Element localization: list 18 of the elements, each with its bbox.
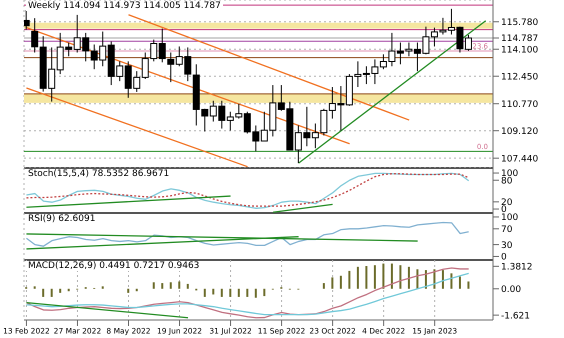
y-tick-label: 109.120 [501, 126, 538, 137]
y-tick-label: 1.3812 [501, 262, 532, 273]
y-tick-label: 70 [501, 224, 513, 235]
y-tick-label: 114.100 [501, 45, 538, 56]
chart-title: Weekly 114.094 114.973 114.005 114.787 [26, 1, 223, 11]
y-tick-label: 115.780 [501, 18, 538, 28]
y-tick-label: 112.450 [501, 72, 538, 82]
y-tick-label: 110.770 [501, 100, 538, 110]
y-tick-label: 30 [501, 240, 513, 251]
y-tick-label: -1.621 [501, 311, 530, 322]
chart-title: RSI(9) 62.6091 [26, 214, 98, 224]
y-tick-label: 100 [501, 213, 518, 224]
chart-title: MACD(12,26,9) 0.4491 0.7217 0.9463 [26, 261, 202, 271]
y-tick-label: 114.787 [501, 34, 538, 44]
y-tick-label: 0 [501, 252, 507, 263]
y-tick-label: 107.440 [501, 154, 538, 164]
y-tick-label: 0.00 [501, 284, 522, 295]
chart-title: Stoch(15,5,4) 78.5352 86.9671 [26, 169, 172, 179]
